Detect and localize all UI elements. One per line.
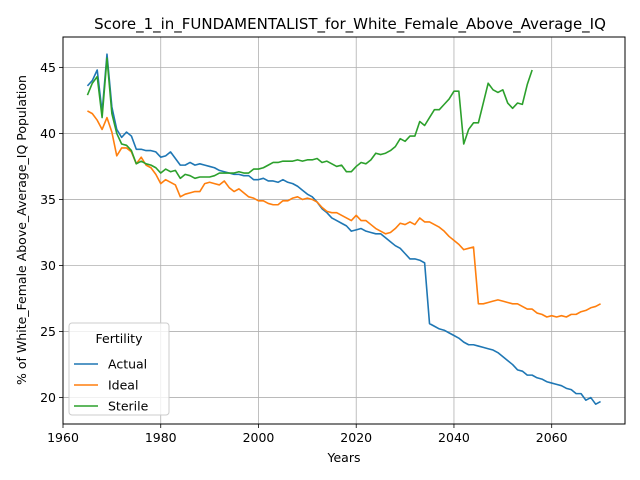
legend-entry-actual: Actual — [108, 357, 147, 372]
legend-box — [68, 322, 170, 416]
series-line-actual — [86, 53, 601, 405]
series-layer — [86, 53, 601, 405]
y-tick-label: 20 — [40, 390, 56, 405]
x-axis: 1960 1980 2000 2020 2040 2060 — [47, 424, 568, 445]
legend-title: Fertility — [96, 331, 144, 346]
series-line-ideal — [87, 110, 601, 318]
chart-title: Score_1_in_FUNDAMENTALIST_for_White_Fema… — [94, 15, 606, 34]
y-tick-label: 45 — [40, 60, 56, 75]
legend: Fertility Actual Ideal Sterile — [68, 322, 170, 416]
x-tick-label: 2000 — [243, 430, 275, 445]
y-tick-label: 25 — [40, 324, 56, 339]
plot-frame — [62, 36, 626, 425]
legend-entry-ideal: Ideal — [108, 378, 138, 393]
x-tick-label: 2020 — [340, 430, 372, 445]
y-tick-label: 30 — [40, 258, 56, 273]
x-tick-label: 2040 — [438, 430, 470, 445]
x-tick-label: 1980 — [145, 430, 177, 445]
x-tick-label: 2060 — [536, 430, 568, 445]
y-axis: 20 25 30 35 40 45 — [40, 60, 63, 405]
x-axis-label: Years — [327, 450, 361, 465]
y-axis-label: % of White_Female Above_Average_IQ Popul… — [14, 75, 29, 385]
legend-entry-sterile: Sterile — [108, 399, 149, 414]
x-tick-label: 1960 — [47, 430, 79, 445]
y-tick-label: 35 — [40, 192, 56, 207]
series-line-sterile — [86, 57, 533, 180]
y-tick-label: 40 — [40, 126, 56, 141]
